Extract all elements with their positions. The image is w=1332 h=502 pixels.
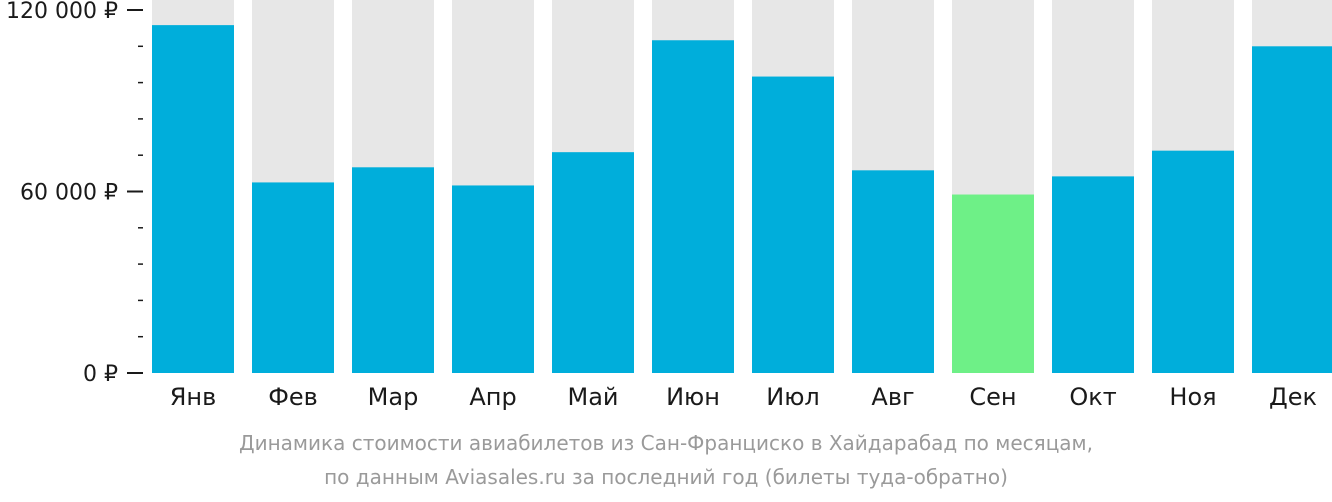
x-tick-label: Фев [268, 383, 318, 411]
y-tick-label: 0 ₽ [83, 362, 118, 387]
y-axis: 0 ₽ 60 000 ₽ 120 000 ₽ [6, 0, 143, 387]
bar-4 [552, 152, 634, 373]
bar-3 [452, 185, 534, 373]
bar-6 [752, 76, 834, 374]
x-axis-labels: Янв Фев Мар Апр Май Июн Июл Авг Сен Окт Ноя Дек [170, 383, 1317, 411]
bar-0 [152, 25, 234, 373]
y-tick-label: 120 000 ₽ [6, 0, 118, 24]
bar-10 [1152, 150, 1234, 373]
bar-2 [352, 167, 434, 373]
x-tick-label: Май [567, 383, 618, 411]
bar-11 [1252, 46, 1332, 374]
y-tick-label: 60 000 ₽ [20, 181, 118, 206]
x-tick-label: Июн [666, 383, 720, 411]
bar-9 [1052, 176, 1134, 373]
x-tick-label: Апр [469, 383, 516, 411]
chart-caption-line-1: Динамика стоимости авиабилетов из Сан-Фр… [238, 431, 1094, 455]
x-tick-label: Июл [766, 383, 820, 411]
x-tick-label: Ноя [1169, 383, 1216, 411]
bars [152, 25, 1332, 374]
bar-5 [652, 40, 734, 373]
bar-1 [252, 182, 334, 373]
x-tick-label: Дек [1269, 383, 1317, 411]
chart-caption-line-2: по данным Aviasales.ru за последний год … [324, 465, 1008, 489]
x-tick-label: Сен [969, 383, 1016, 411]
bar-7 [852, 170, 934, 373]
x-tick-label: Авг [871, 383, 914, 411]
x-tick-label: Окт [1069, 383, 1116, 411]
x-tick-label: Янв [170, 383, 217, 411]
x-tick-label: Мар [368, 383, 419, 411]
bar-8 [952, 194, 1034, 373]
